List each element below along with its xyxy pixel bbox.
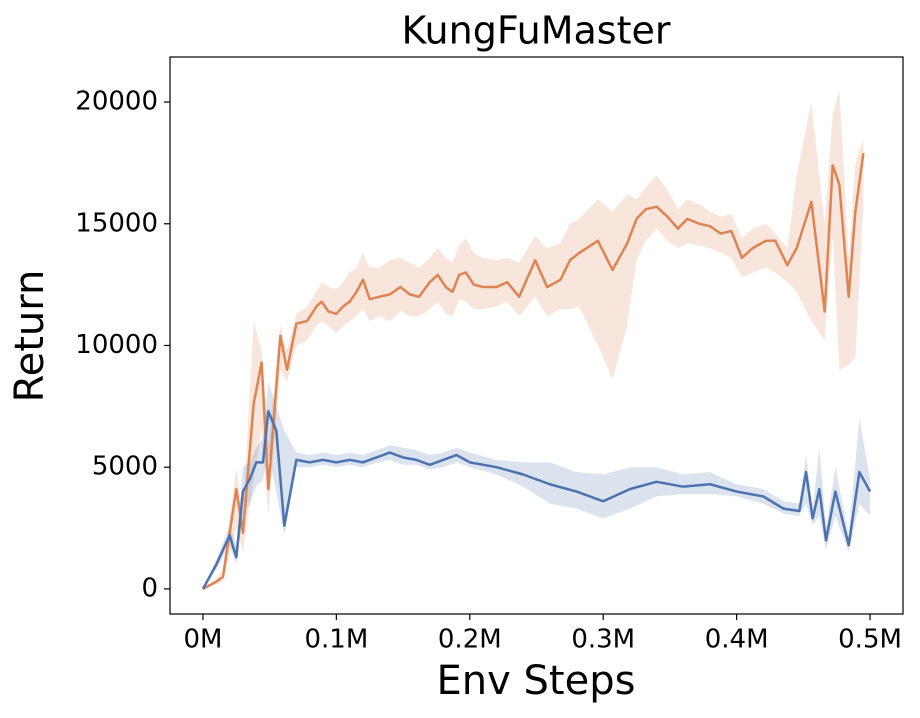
y-tick-label: 5000: [92, 452, 158, 482]
y-tick-label: 10000: [75, 330, 158, 360]
y-axis-label: Return: [7, 270, 53, 403]
y-tick-label: 0: [141, 573, 158, 603]
chart-title: KungFuMaster: [402, 9, 671, 53]
x-tick-label: 0.4M: [705, 625, 769, 655]
x-tick-label: 0.5M: [838, 625, 902, 655]
confidence-band: [202, 381, 871, 589]
x-tick-label: 0.1M: [304, 625, 368, 655]
plot-frame: [169, 56, 904, 615]
confidence-band: [202, 89, 864, 589]
series-line: [202, 152, 865, 591]
x-tick-label: 0.2M: [438, 625, 502, 655]
y-tick-label: 20000: [75, 87, 158, 117]
x-axis-label: Env Steps: [437, 658, 636, 704]
x-tick-label: 0M: [183, 625, 222, 655]
x-tick-label: 0.3M: [571, 625, 635, 655]
y-tick-label: 15000: [75, 208, 158, 238]
series-line: [201, 409, 872, 590]
